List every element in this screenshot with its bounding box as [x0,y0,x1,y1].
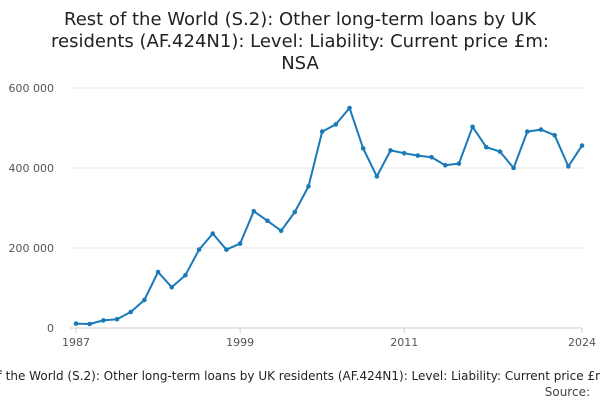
data-point[interactable] [538,127,544,132]
data-point[interactable] [142,297,147,303]
data-point[interactable] [237,241,243,246]
y-tick-label: 200 000 [9,242,55,255]
data-point[interactable] [470,124,475,130]
data-series [73,105,585,327]
data-point[interactable] [128,309,134,315]
data-point[interactable] [196,247,202,252]
x-tick-label: 1999 [226,336,254,349]
x-tick-label: 1987 [62,336,90,349]
data-point[interactable] [333,122,339,127]
chart-title: Rest of the World (S.2): Other long-term… [51,9,549,74]
data-point[interactable] [388,148,393,153]
data-point[interactable] [251,208,257,214]
y-tick-label: 0 [47,322,54,335]
x-tick-label: 2024 [568,336,596,349]
data-point[interactable] [73,321,79,326]
y-tick-label: 400 000 [9,162,55,175]
data-point[interactable] [483,144,489,150]
data-point[interactable] [306,184,311,189]
data-point[interactable] [360,146,366,151]
y-tick-label: 600 000 [9,82,55,95]
data-point[interactable] [497,149,503,154]
data-point[interactable] [566,164,571,169]
x-tick-label: 2011 [390,336,418,349]
data-point[interactable] [347,105,352,111]
data-point[interactable] [155,269,161,275]
source-label: Source: [545,385,590,399]
data-point[interactable] [552,132,557,138]
footer: Rest of the World (S.2): Other long-term… [0,369,600,399]
axes: 0 200 000 400 000 600 000 1987 1999 2011 2024 [9,82,597,349]
chart-title-line-2: residents (AF.424N1): Level: Liability: … [51,31,549,52]
footer-subtitle: Rest of the World (S.2): Other long-term… [0,369,600,383]
gridlines [70,87,582,329]
chart-title-line-3: NSA [281,53,319,74]
data-point[interactable] [374,174,380,179]
data-point[interactable] [210,231,216,236]
data-point[interactable] [101,318,106,323]
data-point[interactable] [114,316,120,322]
data-point[interactable] [415,153,421,158]
data-point[interactable] [429,154,434,160]
data-point[interactable] [401,150,407,156]
data-point[interactable] [456,161,462,166]
data-point[interactable] [524,129,530,134]
data-point[interactable] [511,165,516,171]
data-point[interactable] [319,129,325,134]
chart-title-line-1: Rest of the World (S.2): Other long-term… [64,9,537,30]
data-point[interactable] [278,228,284,234]
data-point[interactable] [442,162,448,168]
data-point[interactable] [183,272,188,278]
data-point[interactable] [292,209,298,215]
series-line [75,107,583,325]
data-point[interactable] [579,143,585,148]
data-point[interactable] [169,284,175,290]
data-point[interactable] [265,218,270,224]
data-point[interactable] [224,247,229,252]
data-point[interactable] [87,321,92,327]
